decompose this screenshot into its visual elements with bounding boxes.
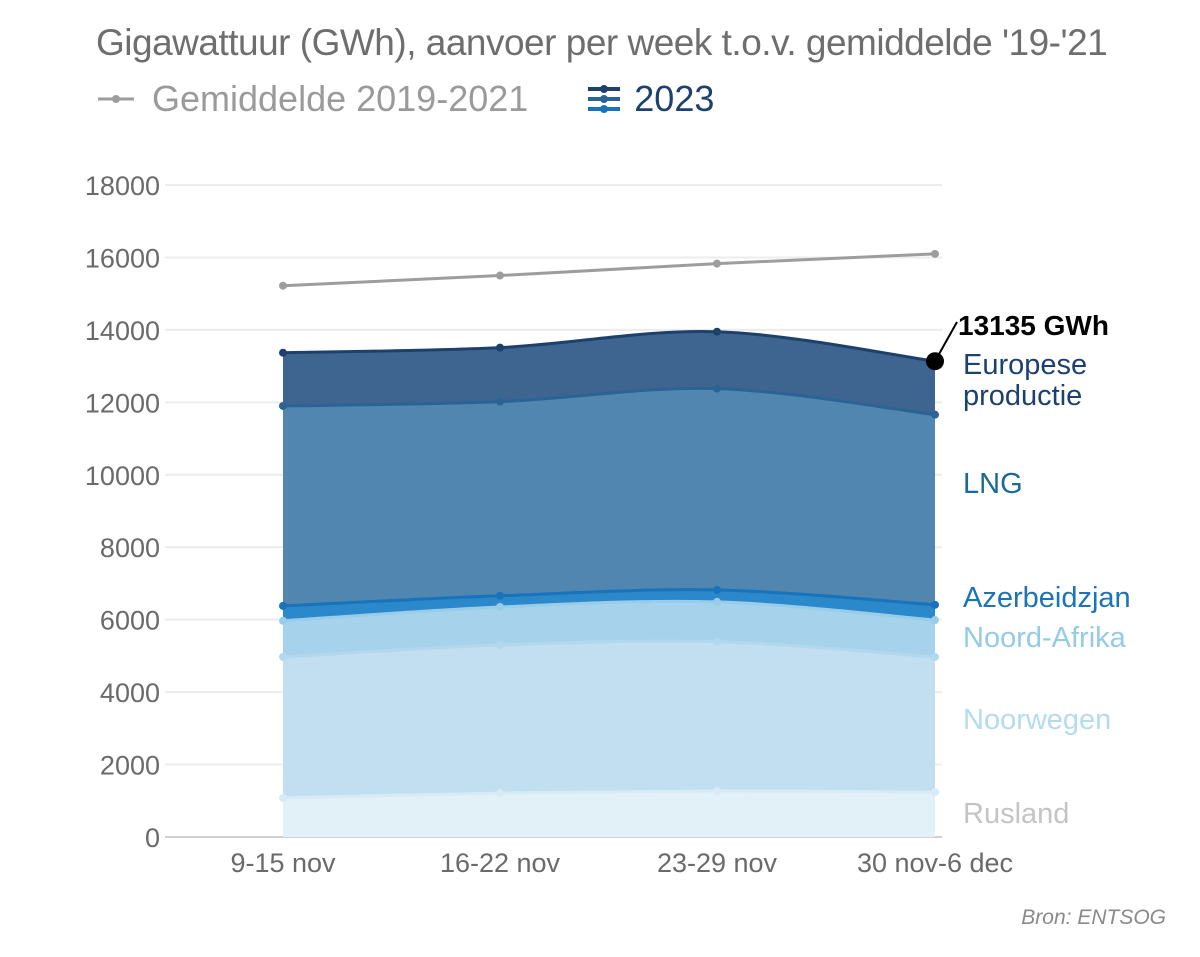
average-line-icon (98, 95, 134, 103)
x-tick-label: 30 nov-6 dec (857, 848, 1013, 878)
area-lng (283, 388, 935, 606)
y-tick-label: 4000 (100, 678, 160, 708)
data-point (279, 348, 287, 357)
y-tick-label: 2000 (100, 751, 160, 781)
source-note: Bron: ENTSOG (1021, 906, 1166, 929)
data-point (279, 401, 287, 410)
area-noorwegen (283, 641, 935, 798)
data-point (931, 410, 939, 419)
data-point (279, 793, 287, 802)
data-point (931, 788, 939, 797)
x-tick-label: 9-15 nov (230, 848, 336, 878)
x-tick-label: 16-22 nov (440, 848, 561, 878)
line-europese-productie (282, 329, 936, 363)
annotation-label: 13135 GWh (958, 310, 1109, 341)
average-point (496, 271, 504, 280)
line-noord-afrika (282, 599, 936, 623)
series-label: LNG (963, 468, 1023, 500)
data-point (713, 597, 721, 606)
data-point (713, 327, 721, 336)
data-point (931, 652, 939, 661)
data-point (496, 343, 504, 352)
legend: Gemiddelde 2019-2021 2023 (96, 78, 770, 120)
chart-title: Gigawattuur (GWh), aanvoer per week t.o.… (96, 22, 1108, 63)
area-azerbeidzjan (283, 589, 935, 621)
legend-2023: 2023 (584, 78, 714, 120)
legend-2023-label: 2023 (634, 78, 715, 119)
series-label: Azerbeidzjan (963, 582, 1131, 614)
y-tick-label: 12000 (85, 388, 160, 418)
data-point (713, 384, 721, 393)
line-rusland (282, 789, 936, 800)
data-point (931, 616, 939, 625)
data-point (279, 616, 287, 625)
legend-average-label: Gemiddelde 2019-2021 (152, 78, 529, 119)
series-label: Noord-Afrika (963, 622, 1127, 654)
line-azerbeidzjan (282, 588, 936, 608)
data-point (496, 591, 504, 600)
data-point (496, 397, 504, 406)
data-point (713, 786, 721, 795)
y-tick-label: 6000 (100, 606, 160, 636)
data-point (279, 652, 287, 661)
legend-average: Gemiddelde 2019-2021 (96, 78, 528, 120)
average-point (279, 281, 287, 290)
area-europese-productie (283, 331, 935, 415)
average-point (713, 259, 721, 268)
y-tick-label: 14000 (85, 316, 160, 346)
area-rusland (283, 790, 935, 837)
annotation-marker (926, 352, 944, 371)
data-point (496, 641, 504, 650)
data-point (496, 602, 504, 611)
data-point (496, 789, 504, 798)
y-tick-label: 18000 (85, 171, 160, 201)
data-point (279, 601, 287, 610)
series-label: Rusland (963, 798, 1069, 830)
y-tick-label: 10000 (85, 461, 160, 491)
line-noorwegen (282, 639, 936, 659)
y-tick-label: 0 (145, 823, 160, 853)
line-lng (282, 386, 936, 417)
stacked-lines-icon (588, 85, 621, 113)
series-label: Europese productie (963, 349, 1087, 412)
data-point (713, 585, 721, 594)
y-tick-label: 16000 (85, 243, 160, 273)
average-point (931, 249, 939, 258)
x-tick-label: 23-29 nov (657, 848, 778, 878)
data-point (713, 637, 721, 646)
series-label: Noorwegen (963, 704, 1111, 736)
data-point (931, 600, 939, 609)
y-tick-label: 8000 (100, 533, 160, 563)
average-line (282, 252, 936, 288)
